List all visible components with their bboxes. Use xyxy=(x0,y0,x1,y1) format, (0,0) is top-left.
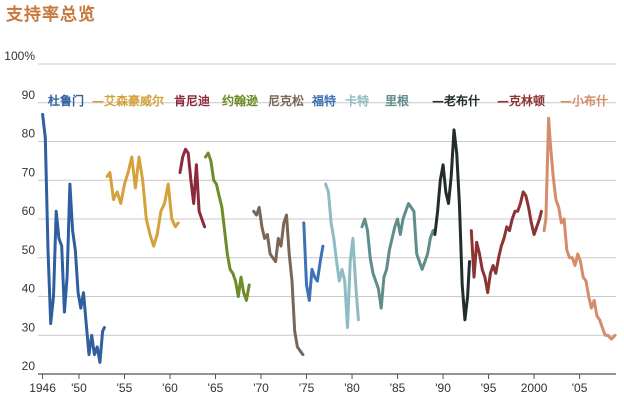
legend-entry: —艾森豪威尔 xyxy=(92,93,164,108)
grid-lines xyxy=(38,63,616,375)
x-tick-label: 1946 xyxy=(29,381,56,395)
legend-entry: —老布什 xyxy=(432,93,480,108)
x-tick-label: '05 xyxy=(572,381,588,395)
x-tick-label: '85 xyxy=(390,381,406,395)
y-tick-label: 20 xyxy=(22,359,36,373)
series-line-10 xyxy=(542,116,617,341)
y-tick-label: 30 xyxy=(22,320,36,334)
series-line-8 xyxy=(433,128,471,322)
y-axis-ticks: 20 30 40 50 60 70 80 90 100% xyxy=(4,49,35,373)
x-axis-ticks: 1946 '50 '55 '60 '65 '70 '75 '80 '85 '90 '95 2000 '0… xyxy=(29,374,588,395)
series-line-5 xyxy=(302,221,325,302)
y-tick-label: 90 xyxy=(22,88,36,102)
legend-entry: 卡特 xyxy=(345,93,369,108)
series-line-0 xyxy=(41,112,106,364)
y-tick-label: 60 xyxy=(22,204,36,218)
series-line-6 xyxy=(324,182,360,329)
y-tick-label: 50 xyxy=(22,243,36,257)
series-line-2 xyxy=(178,147,207,229)
series-line-4 xyxy=(252,205,305,357)
legend-entry: 肯尼迪 xyxy=(174,93,210,108)
legend-entry: 福特 xyxy=(311,93,336,108)
series-line-1 xyxy=(105,155,180,248)
chart-title: 支持率总览 xyxy=(6,5,96,25)
x-tick-label: '95 xyxy=(481,381,497,395)
series-line-7 xyxy=(360,202,435,310)
x-tick-label: '65 xyxy=(208,381,224,395)
y-tick-label: 70 xyxy=(22,165,36,179)
legend-entry: 尼克松 xyxy=(268,93,304,108)
x-tick-label: '70 xyxy=(253,381,269,395)
legend-entry: 约翰逊 xyxy=(222,93,258,108)
x-tick-label: '90 xyxy=(435,381,451,395)
y-tick-label: 100% xyxy=(4,49,35,63)
x-tick-label: '60 xyxy=(162,381,178,395)
series-line-9 xyxy=(469,190,543,295)
x-tick-label: '55 xyxy=(117,381,133,395)
y-tick-label: 40 xyxy=(22,282,36,296)
series-lines xyxy=(41,112,617,364)
x-tick-label: '80 xyxy=(344,381,360,395)
legend-entry: —克林顿 xyxy=(497,93,545,108)
legend: 杜鲁门 —艾森豪威尔 肯尼迪 约翰逊 尼克松 福特 卡特 里根 —老布什 —克林顿 —小布什 xyxy=(48,93,608,108)
legend-entry: 杜鲁门 xyxy=(48,93,84,108)
series-line-3 xyxy=(204,151,251,302)
legend-entry: 里根 xyxy=(385,93,409,108)
x-tick-label: '50 xyxy=(71,381,87,395)
x-tick-label: 2000 xyxy=(521,381,548,395)
y-tick-label: 80 xyxy=(22,127,36,141)
legend-entry: —小布什 xyxy=(560,93,608,108)
x-tick-label: '75 xyxy=(299,381,315,395)
